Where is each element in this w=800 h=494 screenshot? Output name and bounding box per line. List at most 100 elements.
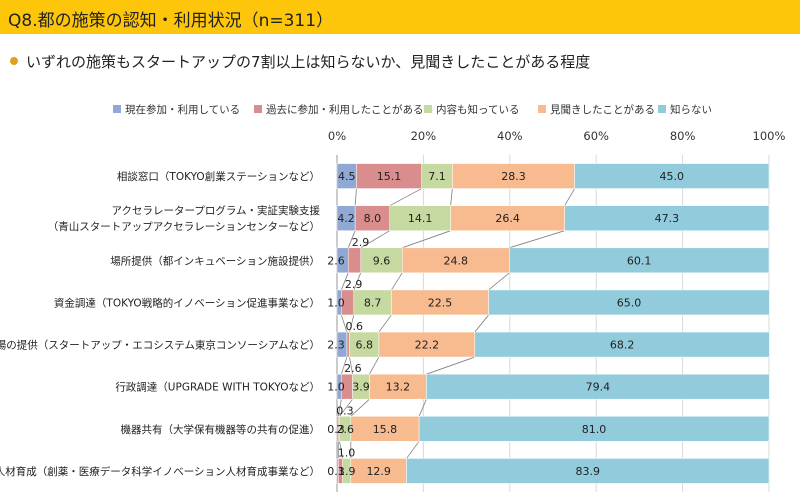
value-label: 2.6 xyxy=(327,254,345,267)
value-label: 9.6 xyxy=(373,254,391,267)
category-label: 人材育成（創薬・医療データ科学イノベーション人材育成事業など） xyxy=(0,465,320,478)
legend-label: 知らない xyxy=(670,103,712,116)
value-label: 4.5 xyxy=(338,170,356,183)
legend-swatch xyxy=(424,105,432,113)
bar-segment xyxy=(378,331,476,358)
bar-segment xyxy=(347,247,362,274)
value-label: 7.1 xyxy=(428,170,446,183)
x-tick-label: 100% xyxy=(753,129,786,143)
x-tick-label: 40% xyxy=(497,129,523,143)
subtitle-text: いずれの施策もスタートアップの7割以上は知らないか、見聞きしたことがある程度 xyxy=(26,53,591,71)
bar-segment xyxy=(421,163,453,189)
legend-swatch xyxy=(658,105,666,113)
value-label: 2.6 xyxy=(344,362,362,375)
x-axis-ticks: 0% 20% 40% 60% 80% 100% xyxy=(328,129,786,143)
value-label: 65.0 xyxy=(617,296,642,309)
value-label: 1.0 xyxy=(327,296,345,309)
value-label: 15.8 xyxy=(373,423,398,436)
x-tick-label: 80% xyxy=(670,129,696,143)
bar-segment xyxy=(349,331,380,358)
subtitle: いずれの施策もスタートアップの7割以上は知らないか、見聞きしたことがある程度 xyxy=(10,51,590,72)
series-connector xyxy=(339,398,353,417)
category-label: 場所提供（都インキュベーション施設提供） xyxy=(110,254,320,267)
value-labels: 4.5 15.1 7.1 28.3 45.04.2 8.0 14.1 26.4 47.32.62… xyxy=(327,170,684,478)
series-connector xyxy=(337,399,342,417)
x-tick-label: 60% xyxy=(583,129,609,143)
series-connector xyxy=(389,188,422,207)
bar-segment xyxy=(369,373,427,400)
bar-segment xyxy=(450,205,565,231)
series-connector xyxy=(426,356,475,375)
category-label: 資金調達（TOKYO戦略的イノベーション促進事業など） xyxy=(54,296,320,309)
value-label: 81.0 xyxy=(582,423,607,436)
series-connector xyxy=(564,188,575,206)
bar-segment xyxy=(574,163,770,189)
value-label: 8.0 xyxy=(364,212,382,225)
value-label: 1.9 xyxy=(338,465,356,478)
series-connector xyxy=(340,272,349,291)
series-connector xyxy=(406,441,420,459)
value-label: 0.3 xyxy=(327,465,345,478)
value-label: 24.8 xyxy=(444,254,469,267)
series-connector xyxy=(349,314,355,333)
bar-segment xyxy=(488,289,770,316)
legend-swatch xyxy=(113,105,121,113)
legend-label: 現在参加・利用している xyxy=(125,103,240,116)
value-label: 8.7 xyxy=(364,296,382,309)
legend-label: 見聞きしたことがある xyxy=(550,103,655,116)
category-label: （青山スタートアップアクセラレーションセンターなど） xyxy=(48,220,320,233)
legend-label: 内容も知っている xyxy=(436,103,519,116)
value-label: 6.8 xyxy=(355,339,373,352)
series-connector xyxy=(339,441,344,459)
page-title: Q8.都の施策の認知・利用状況（n=311） xyxy=(8,11,334,31)
value-label: 13.2 xyxy=(386,381,411,394)
bar-segment xyxy=(356,163,422,189)
category-label: 場の提供（スタートアップ・エコシステム東京コンソーシアムなど） xyxy=(0,339,320,352)
value-label: 28.3 xyxy=(501,170,526,183)
value-label: 2.9 xyxy=(352,236,370,249)
value-label: 47.3 xyxy=(655,212,680,225)
value-label: 15.1 xyxy=(377,170,402,183)
series-connector xyxy=(340,356,348,375)
bar-segment xyxy=(564,205,770,231)
series-connector xyxy=(353,272,362,291)
bar-segment xyxy=(452,163,575,189)
bar-segment xyxy=(509,247,770,274)
bullet-icon xyxy=(10,56,18,65)
value-label: 12.9 xyxy=(366,465,391,478)
bar-segment xyxy=(350,416,420,442)
series-connector xyxy=(349,356,353,375)
bar-segment xyxy=(474,331,770,358)
value-label: 22.5 xyxy=(428,296,453,309)
bar-segment xyxy=(418,416,770,442)
category-label: 機器共有（大学保有機器等の共有の促進） xyxy=(121,423,321,436)
series-connector xyxy=(450,188,453,206)
value-label: 3.9 xyxy=(352,381,370,394)
value-label: 2.9 xyxy=(345,278,363,291)
category-labels: 相談窓口（TOKYO創業ステーションなど） アクセラレータープログラム・実証実験支… xyxy=(0,170,320,478)
series-connector xyxy=(369,356,380,375)
bar-segment xyxy=(354,205,390,231)
value-label: 0.3 xyxy=(327,423,345,436)
series-connector xyxy=(418,399,427,417)
value-label: 22.2 xyxy=(415,339,440,352)
series-connector xyxy=(347,230,356,248)
bars xyxy=(336,163,770,484)
legend-swatch xyxy=(538,105,546,113)
series-connector xyxy=(474,314,489,333)
value-label: 83.9 xyxy=(576,465,601,478)
x-tick-label: 20% xyxy=(411,129,437,143)
x-tick-label: 0% xyxy=(328,129,346,143)
category-label: アクセラレータープログラム・実証実験支援 xyxy=(111,204,320,217)
value-label: 0.3 xyxy=(336,404,354,417)
value-label: 0.6 xyxy=(345,320,363,333)
value-label: 60.1 xyxy=(627,254,652,267)
series-connector xyxy=(360,230,390,249)
value-label: 1.0 xyxy=(327,381,345,394)
bar-segment xyxy=(346,331,350,358)
value-label: 14.1 xyxy=(408,212,433,225)
value-label: 68.2 xyxy=(610,339,635,352)
connector-lines xyxy=(337,188,575,459)
value-label: 79.4 xyxy=(586,381,611,394)
